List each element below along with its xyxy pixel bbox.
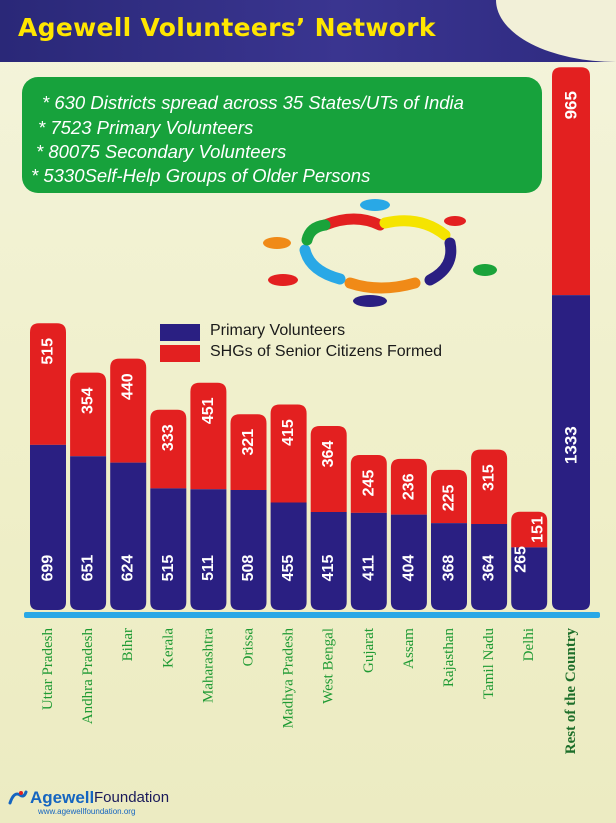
data-label-primary: 364 [481,555,498,582]
data-label-primary: 404 [400,555,417,582]
bar-primary [230,490,267,610]
footer-logo: Agewell Foundation www.agewellfoundation… [8,788,208,820]
bar-primary [471,524,508,610]
category-label: Gujarat [361,627,377,673]
data-label-shg: 965 [562,91,581,119]
data-label-primary: 265 [513,546,530,573]
bar-shg [431,469,467,524]
data-label-primary: 699 [40,555,57,582]
footer-brand: Agewell [30,788,95,807]
bar-shg [270,404,307,503]
data-label-shg: 333 [160,424,177,451]
category-label: Maharashtra [200,628,216,703]
bar-primary [110,462,147,610]
bar-primary [190,489,227,610]
legend-label-primary: Primary Volunteers [210,322,346,339]
bar-primary [390,514,427,610]
category-label: Madhya Pradesh [281,628,297,729]
bar-primary [150,488,187,610]
data-label-primary: 651 [80,555,97,582]
data-label-shg: 236 [400,473,417,500]
bar-shg [150,409,187,489]
data-label-shg: 440 [120,373,137,400]
bar-primary [431,523,467,610]
data-label-shg: 225 [441,484,458,511]
chart-legend: Primary Volunteers SHGs of Senior Citize… [160,322,460,364]
category-label: Bihar [120,628,136,661]
bar-shg [511,511,548,548]
data-label-shg: 364 [320,441,337,468]
data-label-shg: 415 [280,419,297,446]
footer-foundation-label: Foundation [94,789,170,806]
bar-primary [70,456,107,610]
fact-self-help-groups: * 5330Self-Help Groups of Older Persons [31,165,371,186]
bar-primary [270,502,307,610]
legend-swatch-shg [160,345,200,362]
bar-shg [30,323,66,445]
category-label: Orissa [241,628,257,667]
category-label: Rest of the Country [563,628,579,755]
footer-url: www.agewellfoundation.org [38,807,136,816]
data-label-shg: 151 [530,516,547,543]
data-label-primary: 411 [360,555,377,581]
bar-primary [552,295,590,610]
data-label-primary: 508 [240,555,257,582]
bar-shg [350,455,387,513]
data-label-primary: 1333 [562,426,581,464]
bar-shg [190,382,227,490]
people-circle-logo-icon [263,199,497,307]
legend-swatch-primary [160,324,200,341]
fact-secondary-volunteers: * 80075 Secondary Volunteers [36,141,287,162]
data-label-primary: 515 [160,555,177,582]
fact-districts: * 630 Districts spread across 35 States/… [42,92,464,113]
data-label-primary: 415 [320,555,337,582]
category-label: Uttar Pradesh [40,628,56,711]
bar-primary [350,512,387,610]
category-label: West Bengal [321,628,337,704]
category-label: Assam [401,628,417,669]
page-title: Agewell Volunteers’ Network [18,13,436,42]
category-label: Rajasthan [441,628,457,688]
data-label-primary: 368 [441,555,458,582]
data-label-shg: 354 [80,387,97,414]
data-label-shg: 315 [481,464,498,491]
data-label-shg: 321 [240,429,257,456]
bar-shg [471,449,508,525]
bar-shg [230,414,267,491]
fact-primary-volunteers: * 7523 Primary Volunteers [38,117,254,138]
agewell-swoosh-icon [8,790,28,805]
data-label-shg: 515 [40,338,57,365]
chart-baseline [24,612,600,618]
data-label-shg: 245 [360,470,377,497]
category-label: Delhi [521,628,537,661]
bar-primary [30,444,66,610]
bar-shg [110,358,147,463]
category-label: Kerala [160,628,176,668]
bar-shg [310,426,347,512]
bar-shg [552,67,590,296]
category-label: Andhra Pradesh [80,628,96,725]
bar-shg [70,372,107,457]
legend-label-shg: SHGs of Senior Citizens Formed [210,343,443,360]
data-label-shg: 451 [200,397,217,424]
data-label-primary: 455 [280,555,297,582]
bar-shg [390,458,427,515]
bar-primary [310,511,347,610]
bar-primary [511,547,548,610]
category-label: Tamil Nadu [481,628,497,700]
data-label-primary: 511 [200,555,217,581]
data-label-primary: 624 [120,555,137,582]
facts-box: * 630 Districts spread across 35 States/… [22,77,542,193]
